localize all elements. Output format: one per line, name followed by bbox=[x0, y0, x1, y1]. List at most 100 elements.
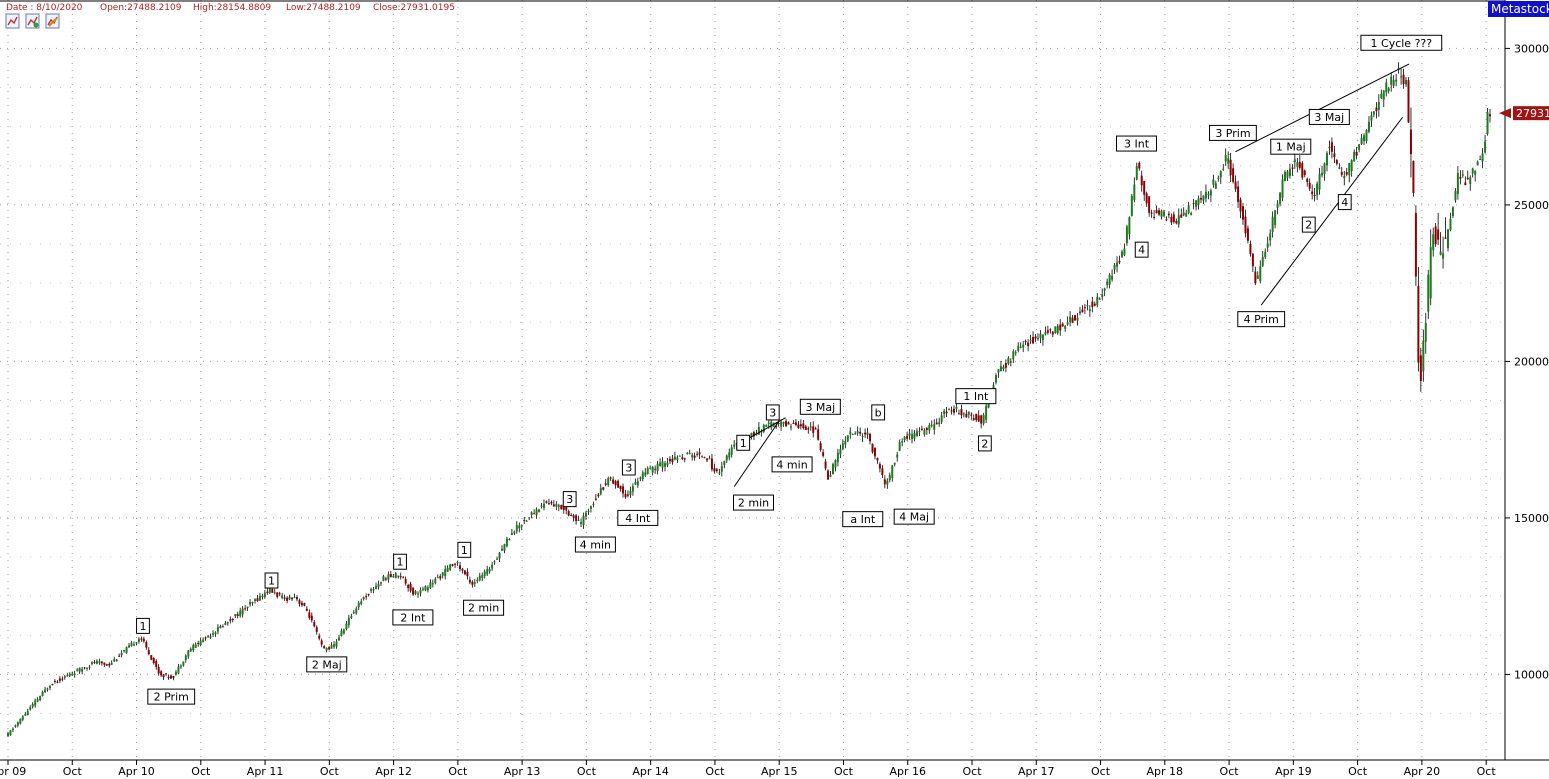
candle-body bbox=[308, 612, 311, 618]
candle-body bbox=[9, 730, 12, 735]
candle-body bbox=[1232, 168, 1235, 182]
chart-tool-icon[interactable] bbox=[5, 13, 20, 29]
candle-body bbox=[1009, 361, 1012, 363]
candle-body bbox=[797, 424, 800, 429]
candle-body bbox=[945, 411, 948, 414]
candle-body bbox=[1219, 171, 1222, 178]
candle-body bbox=[1076, 317, 1079, 321]
candle-body bbox=[429, 582, 432, 589]
wave-label-box bbox=[1116, 135, 1158, 152]
candle-body bbox=[130, 642, 133, 646]
candle-body bbox=[476, 580, 479, 582]
candle-body bbox=[315, 627, 318, 632]
wave-label-box bbox=[771, 456, 813, 473]
candle-body bbox=[1281, 179, 1284, 198]
candle-body bbox=[654, 468, 657, 470]
candle-body bbox=[765, 424, 768, 427]
candle-body bbox=[760, 431, 763, 433]
candle-body bbox=[943, 410, 946, 415]
candle-body bbox=[219, 625, 222, 629]
trendline bbox=[1235, 63, 1410, 153]
candle-body bbox=[1029, 340, 1032, 342]
candle-body bbox=[1155, 210, 1158, 214]
candle-body bbox=[965, 413, 968, 418]
candle-body bbox=[570, 515, 573, 517]
candle-body bbox=[1266, 243, 1269, 248]
candle-body bbox=[503, 544, 506, 551]
candle-body bbox=[560, 505, 563, 510]
candle-body bbox=[1350, 159, 1353, 172]
candle-body bbox=[703, 457, 706, 459]
wave-label-box bbox=[457, 541, 472, 558]
candle-body bbox=[1447, 229, 1450, 249]
header-close: Close:27931.0195 bbox=[373, 3, 455, 13]
candle-body bbox=[1313, 194, 1316, 197]
chart-tool-icon[interactable] bbox=[45, 13, 60, 29]
candle-body bbox=[1130, 195, 1133, 216]
candle-body bbox=[1451, 207, 1454, 217]
candle-body bbox=[300, 602, 303, 606]
candle-body bbox=[328, 647, 331, 650]
last-price-bg bbox=[1513, 106, 1549, 121]
candle-body bbox=[839, 449, 842, 455]
wave-label: 2 Maj bbox=[306, 656, 348, 673]
candle-body bbox=[498, 552, 501, 559]
candle-body bbox=[1212, 179, 1215, 185]
candle-body bbox=[1269, 233, 1272, 241]
trendline bbox=[733, 420, 780, 487]
candle-body bbox=[276, 592, 279, 597]
candle-body bbox=[313, 622, 316, 627]
candle-body bbox=[1064, 326, 1067, 329]
candle-body bbox=[1017, 345, 1020, 351]
candle-body bbox=[1456, 173, 1459, 194]
candle-body bbox=[1274, 210, 1277, 226]
candle-body bbox=[46, 688, 49, 690]
wave-label-box bbox=[392, 609, 434, 626]
candle-body bbox=[1098, 298, 1101, 300]
candle-body bbox=[1143, 181, 1146, 195]
wave-label: 4 min bbox=[574, 536, 616, 553]
candle-body bbox=[1484, 141, 1487, 153]
candle-body bbox=[624, 493, 627, 498]
candle-body bbox=[1489, 114, 1491, 117]
candle-body bbox=[1246, 228, 1249, 241]
candle-body bbox=[607, 478, 610, 486]
candle-body bbox=[809, 426, 812, 428]
candle-body bbox=[723, 460, 726, 466]
candle-body bbox=[1202, 195, 1205, 201]
candle-body bbox=[1113, 265, 1116, 270]
candle-body bbox=[140, 638, 143, 640]
candle-body bbox=[883, 479, 886, 485]
x-tick-label: Apr 14 bbox=[632, 765, 669, 778]
candle-body bbox=[337, 637, 340, 641]
candle-body bbox=[19, 718, 22, 724]
candle-body bbox=[1039, 333, 1042, 339]
candle-body bbox=[681, 457, 684, 460]
candle-body bbox=[676, 457, 679, 461]
wave-label-text: 1 bbox=[268, 575, 275, 588]
candle-body bbox=[463, 570, 466, 575]
x-tick-label: Oct bbox=[834, 765, 854, 778]
candle-body bbox=[115, 659, 118, 662]
candle-body bbox=[572, 515, 575, 518]
wave-label: a Int bbox=[842, 511, 884, 528]
chart-tool-icon[interactable] bbox=[25, 13, 40, 29]
candle-body bbox=[671, 458, 674, 463]
candle-body bbox=[869, 434, 872, 442]
candle-body bbox=[1323, 163, 1326, 174]
candle-body bbox=[950, 410, 953, 412]
candle-body bbox=[953, 408, 956, 413]
candle-body bbox=[807, 428, 810, 430]
candle-body bbox=[725, 455, 728, 461]
candle-body bbox=[1264, 251, 1267, 258]
wave-label-text: 1 bbox=[397, 556, 404, 569]
candle-body bbox=[1301, 163, 1304, 178]
candle-body bbox=[580, 522, 583, 524]
candle-body bbox=[1439, 251, 1442, 255]
wave-label-box bbox=[1209, 124, 1257, 141]
candle-body bbox=[202, 639, 205, 643]
wave-label-box bbox=[136, 617, 150, 634]
candle-body bbox=[1429, 247, 1432, 299]
